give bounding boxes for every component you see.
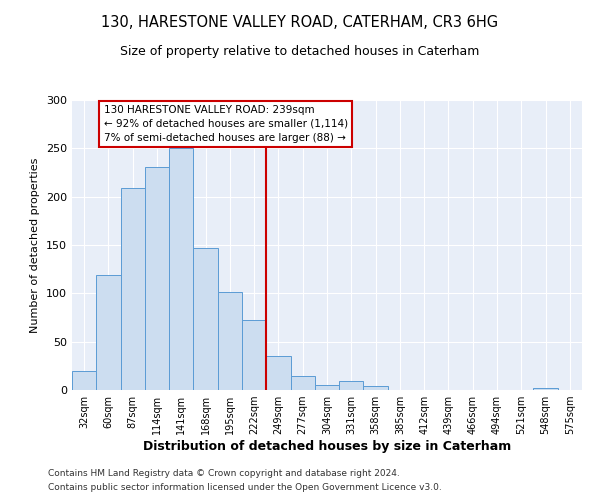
- Bar: [193, 248, 218, 390]
- Bar: [266, 356, 290, 390]
- Bar: [242, 320, 266, 390]
- X-axis label: Distribution of detached houses by size in Caterham: Distribution of detached houses by size …: [143, 440, 511, 453]
- Bar: [218, 292, 242, 390]
- Bar: [169, 148, 193, 390]
- Bar: [315, 385, 339, 390]
- Bar: [72, 370, 96, 390]
- Text: 130 HARESTONE VALLEY ROAD: 239sqm
← 92% of detached houses are smaller (1,114)
7: 130 HARESTONE VALLEY ROAD: 239sqm ← 92% …: [104, 105, 347, 143]
- Bar: [145, 166, 169, 390]
- Text: 130, HARESTONE VALLEY ROAD, CATERHAM, CR3 6HG: 130, HARESTONE VALLEY ROAD, CATERHAM, CR…: [101, 15, 499, 30]
- Text: Contains public sector information licensed under the Open Government Licence v3: Contains public sector information licen…: [48, 484, 442, 492]
- Y-axis label: Number of detached properties: Number of detached properties: [31, 158, 40, 332]
- Bar: [290, 376, 315, 390]
- Bar: [96, 275, 121, 390]
- Bar: [121, 188, 145, 390]
- Bar: [364, 386, 388, 390]
- Text: Size of property relative to detached houses in Caterham: Size of property relative to detached ho…: [121, 45, 479, 58]
- Bar: [339, 382, 364, 390]
- Bar: [533, 388, 558, 390]
- Text: Contains HM Land Registry data © Crown copyright and database right 2024.: Contains HM Land Registry data © Crown c…: [48, 468, 400, 477]
